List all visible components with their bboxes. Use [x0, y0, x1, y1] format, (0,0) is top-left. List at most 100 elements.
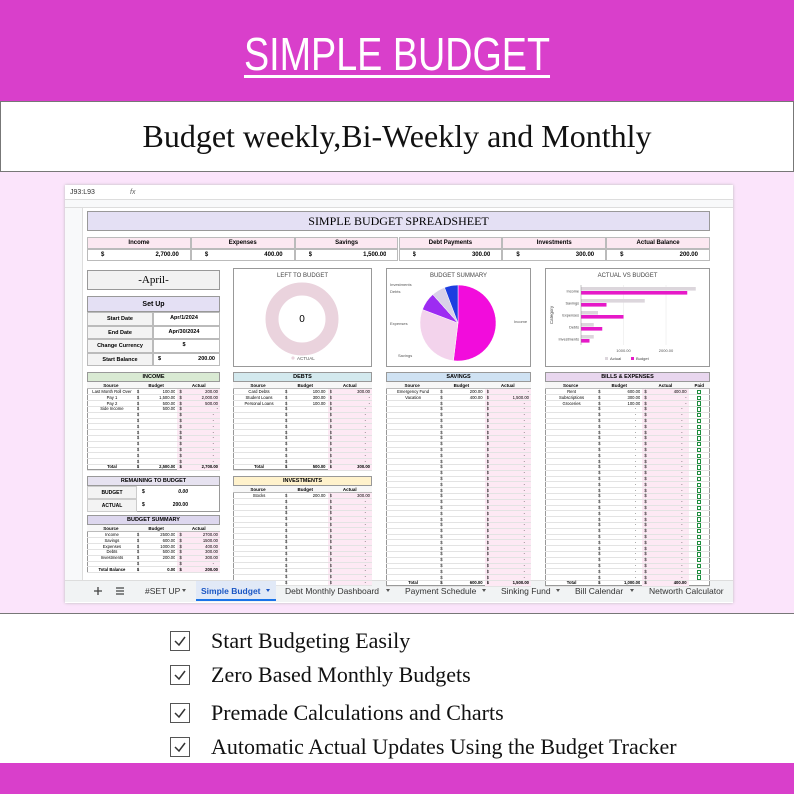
- add-sheet-icon[interactable]: [93, 586, 103, 596]
- sheet-tab[interactable]: Sinking Fund: [501, 586, 551, 596]
- paid-checkbox[interactable]: [697, 494, 702, 499]
- paid-checkbox[interactable]: [697, 436, 702, 441]
- sheet-tab[interactable]: Networth Calculator: [649, 586, 724, 596]
- cell-currency: $: [440, 510, 443, 516]
- sheet-tab[interactable]: Simple Budget: [196, 581, 276, 601]
- cell-currency: $: [486, 568, 489, 574]
- pie-label: Income: [514, 319, 528, 324]
- paid-checkbox[interactable]: [697, 413, 702, 418]
- cell-currency: $: [440, 493, 443, 499]
- cell-currency: $: [486, 412, 489, 418]
- cell-currency: $: [285, 435, 288, 441]
- sheet-title: SIMPLE BUDGET SPREADSHEET: [87, 211, 710, 231]
- paid-checkbox[interactable]: [697, 546, 702, 551]
- cell-value: 100.00: [627, 400, 641, 406]
- paid-checkbox[interactable]: [697, 447, 702, 453]
- cell-currency: $: [179, 412, 182, 418]
- paid-checkbox[interactable]: [697, 529, 702, 534]
- paid-checkbox[interactable]: [697, 563, 702, 569]
- cell-value: 300.00: [312, 394, 326, 400]
- setup-value: 200.00: [198, 355, 215, 362]
- summary-value: 200.00: [679, 252, 698, 258]
- cell-value: -: [681, 423, 683, 429]
- cell-value: -: [681, 516, 683, 522]
- cell-value: -: [634, 412, 637, 418]
- cell-currency: $: [440, 476, 443, 481]
- tab-arrow: [556, 589, 560, 592]
- paid-checkbox[interactable]: [697, 430, 702, 435]
- sheet-tab[interactable]: #SET UP: [145, 586, 181, 596]
- cell-currency: $: [136, 566, 140, 572]
- table-title: BUDGET SUMMARY: [87, 515, 220, 525]
- paid-checkbox[interactable]: [697, 523, 702, 528]
- cell-value: -: [523, 534, 525, 539]
- table-row-line: [233, 538, 372, 540]
- actual-vs-budget-chart: [545, 268, 710, 367]
- cell-currency: $: [486, 441, 489, 447]
- cell-currency: $: [329, 418, 332, 423]
- paid-checkbox[interactable]: [697, 471, 702, 476]
- paid-checkbox[interactable]: [697, 453, 702, 458]
- cell-currency: $: [644, 406, 647, 412]
- paid-checkbox[interactable]: [697, 569, 702, 574]
- tab-arrow: [630, 589, 634, 592]
- table-row-line: [545, 533, 710, 534]
- pie-slice: [453, 284, 497, 362]
- cell-value: -: [681, 418, 683, 423]
- cell-value: -: [681, 510, 683, 516]
- paid-checkbox[interactable]: [697, 540, 702, 545]
- table-row-line: [386, 440, 531, 442]
- paid-checkbox[interactable]: [697, 476, 702, 482]
- cell-currency: $: [179, 566, 182, 572]
- cell-currency: $: [136, 394, 140, 400]
- paid-checkbox[interactable]: [697, 407, 702, 412]
- paid-checkbox[interactable]: [697, 558, 702, 563]
- paid-checkbox[interactable]: [697, 552, 702, 557]
- paid-checkbox[interactable]: [697, 424, 702, 429]
- setup-label-cell: Start Date: [87, 312, 153, 326]
- cell-currency: $: [486, 534, 489, 539]
- paid-checkbox[interactable]: [697, 465, 702, 470]
- cell-value: 300.00: [357, 389, 370, 394]
- paid-checkbox[interactable]: [697, 459, 702, 464]
- feature-text: Automatic Actual Updates Using the Budge…: [211, 734, 677, 759]
- paid-checkbox[interactable]: [697, 395, 702, 400]
- table-row-line: [386, 562, 531, 563]
- cell-currency: $: [598, 470, 601, 476]
- paid-checkbox[interactable]: [697, 442, 702, 447]
- cell-value: -: [364, 452, 366, 458]
- paid-checkbox[interactable]: [697, 517, 702, 522]
- sheet-tab[interactable]: Debt Monthly Dashboard: [285, 586, 380, 596]
- sheet-tab[interactable]: Payment Schedule: [405, 586, 477, 596]
- cell-value: -: [634, 464, 637, 470]
- cell-currency: $: [440, 464, 443, 470]
- cell-value: -: [364, 533, 366, 539]
- chart-title: ACTUAL VS BUDGET: [597, 273, 658, 279]
- paid-checkbox[interactable]: [697, 505, 702, 511]
- cell-value: -: [216, 406, 218, 412]
- cell-currency: $: [486, 435, 489, 441]
- paid-checkbox[interactable]: [697, 534, 702, 540]
- sheet-tab[interactable]: Bill Calendar: [575, 586, 624, 596]
- paid-checkbox[interactable]: [697, 389, 702, 395]
- paid-checkbox[interactable]: [697, 488, 702, 493]
- cell-currency: $: [136, 458, 140, 464]
- paid-checkbox[interactable]: [697, 418, 702, 424]
- cell-currency: $: [285, 447, 288, 452]
- table-row-line: [545, 429, 710, 430]
- chart-title: BUDGET SUMMARY: [429, 273, 488, 279]
- paid-checkbox[interactable]: [697, 482, 702, 487]
- cell-value: -: [681, 458, 683, 464]
- cell-value: -: [681, 429, 683, 435]
- table-row-line: [233, 556, 372, 557]
- cell-value: -: [634, 563, 637, 568]
- cell-currency: $: [644, 412, 647, 418]
- cell-currency: $: [285, 441, 288, 447]
- paid-checkbox[interactable]: [697, 575, 702, 580]
- paid-checkbox[interactable]: [697, 401, 702, 406]
- paid-checkbox[interactable]: [697, 500, 702, 505]
- cell-value: -: [634, 539, 637, 545]
- cell-value: -: [681, 441, 683, 447]
- paid-checkbox[interactable]: [697, 511, 702, 516]
- sheet-list-icon[interactable]: [115, 586, 125, 596]
